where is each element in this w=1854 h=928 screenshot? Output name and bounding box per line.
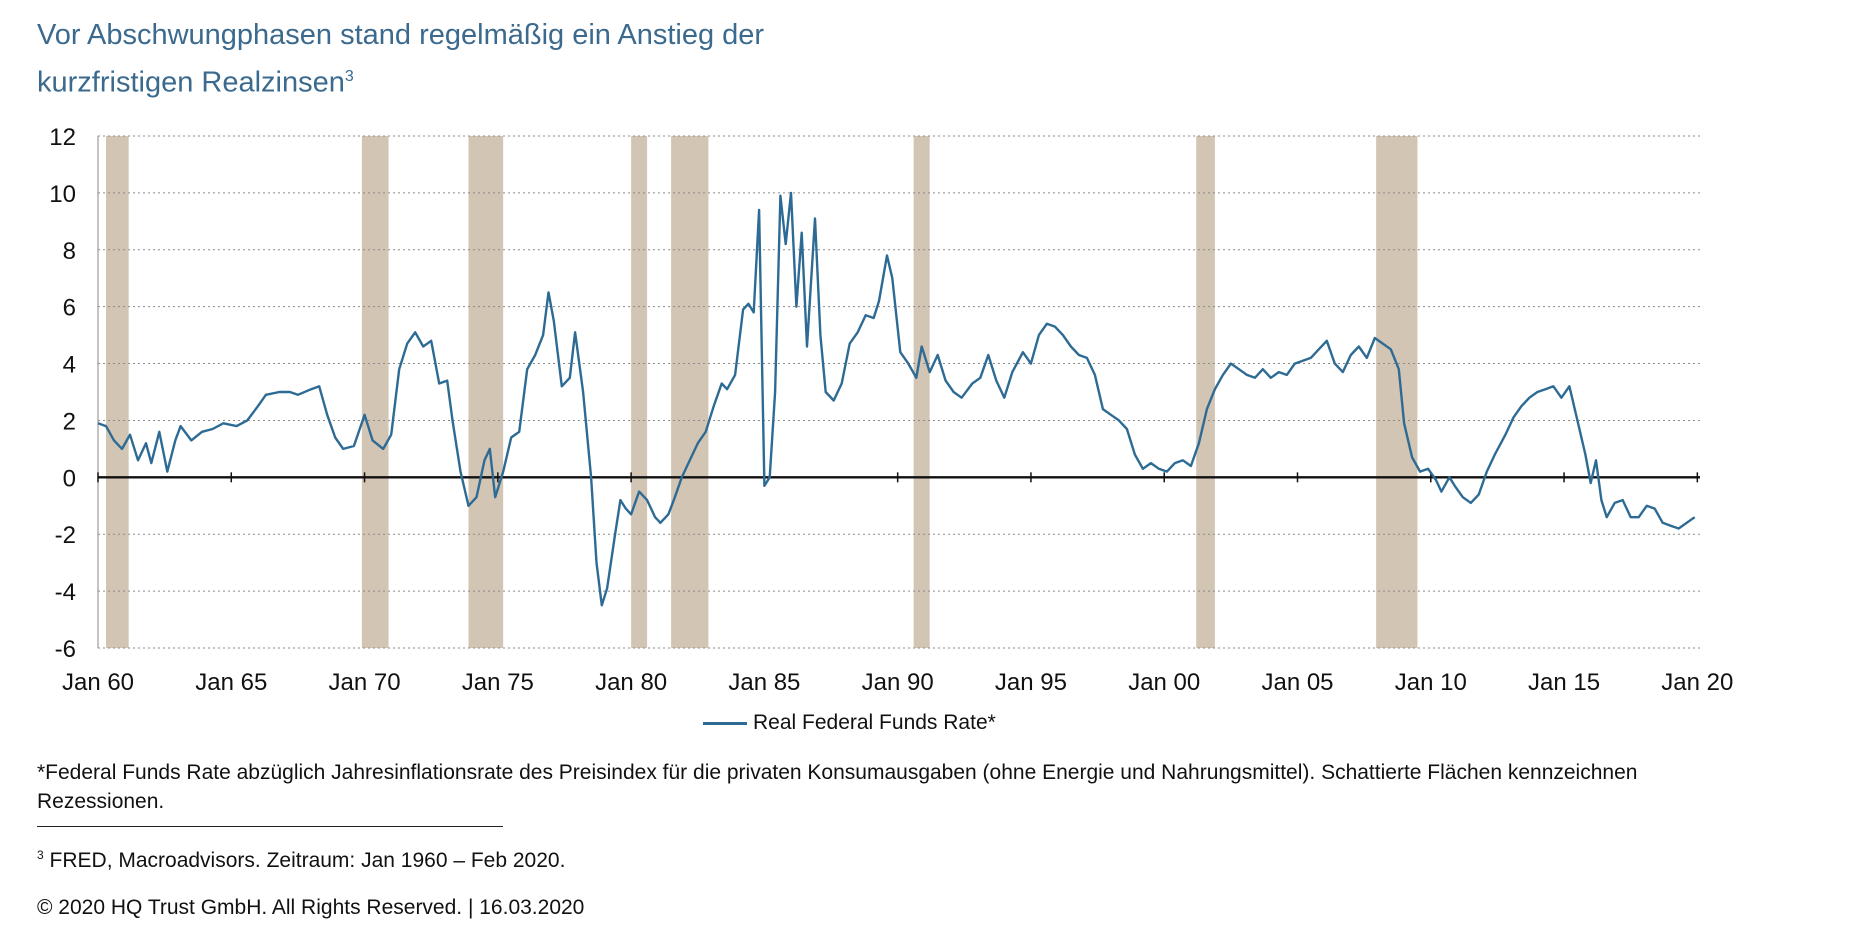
- recession-band-4: [671, 136, 709, 648]
- x-tick-label: Jan 00: [1128, 669, 1200, 696]
- y-tick-label: 4: [63, 352, 76, 379]
- grid-lines: [97, 135, 1700, 649]
- recession-band-6: [1196, 136, 1215, 648]
- recession-band-0: [105, 136, 129, 648]
- x-tick-label: Jan 60: [62, 669, 134, 696]
- chart-title: Vor Abschwungphasen stand regelmäßig ein…: [37, 14, 1137, 104]
- recession-band-7: [1376, 136, 1418, 648]
- x-tick-label: Jan 80: [595, 669, 667, 696]
- y-tick-label: 8: [63, 238, 76, 265]
- y-tick-label: 0: [63, 465, 76, 492]
- source-note: 3 FRED, Macroadvisors. Zeitraum: Jan 196…: [37, 848, 565, 873]
- series-line-real-federal-funds-rate: [97, 191, 1696, 607]
- recession-band-2: [468, 136, 504, 648]
- source-footnote-marker: 3: [37, 848, 44, 862]
- legend: Real Federal Funds Rate*: [703, 708, 996, 738]
- x-tick-label: Jan 10: [1395, 669, 1467, 696]
- recession-band-3: [631, 136, 648, 648]
- recession-band-1: [361, 136, 389, 648]
- y-tick-label: 6: [63, 295, 76, 322]
- series-layer: [97, 191, 1696, 607]
- x-tick-label: Jan 65: [195, 669, 267, 696]
- x-tick-label: Jan 15: [1528, 669, 1600, 696]
- copyright: © 2020 HQ Trust GmbH. All Rights Reserve…: [37, 896, 585, 919]
- x-tick-label: Jan 95: [995, 669, 1067, 696]
- footnote: *Federal Funds Rate abzüglich Jahresinfl…: [37, 761, 1638, 813]
- source-text: FRED, Macroadvisors. Zeitraum: Jan 1960 …: [43, 849, 566, 872]
- y-tick-label: 2: [63, 408, 76, 435]
- y-tick-label: -2: [55, 522, 76, 549]
- x-tick-label: Jan 70: [329, 669, 401, 696]
- y-axis-ticks: 12 10 8 6 4 2 0 -2 -4 -6: [49, 124, 76, 663]
- y-tick-label: -4: [55, 579, 76, 606]
- line-chart: 12 10 8 6 4 2 0 -2 -4 -6 Jan 60 Jan 65 Jan 70 Jan 75…: [49, 124, 1733, 696]
- legend-label: Real Federal Funds Rate*: [753, 711, 996, 734]
- x-tick-label: Jan 90: [862, 669, 934, 696]
- title-footnote-marker: 3: [344, 68, 354, 85]
- x-tick-label: Jan 85: [728, 669, 800, 696]
- x-tick-label: Jan 20: [1661, 669, 1733, 696]
- x-tick-label: Jan 05: [1261, 669, 1333, 696]
- footnote-divider: [37, 826, 503, 827]
- x-axis-ticks: Jan 60 Jan 65 Jan 70 Jan 75 Jan 80 Jan 85 Jan …: [62, 472, 1733, 696]
- recession-bands: [105, 136, 1418, 648]
- chart-title-line1: Vor Abschwungphasen stand regelmäßig ein…: [37, 19, 765, 51]
- x-tick-label: Jan 75: [462, 669, 534, 696]
- legend-line-swatch: [703, 721, 747, 725]
- recession-band-5: [913, 136, 930, 648]
- chart-title-line2: kurzfristigen Realzinsen: [37, 66, 345, 99]
- y-tick-label: 12: [49, 124, 76, 151]
- y-tick-label: 10: [49, 181, 76, 208]
- y-tick-label: -6: [55, 636, 76, 663]
